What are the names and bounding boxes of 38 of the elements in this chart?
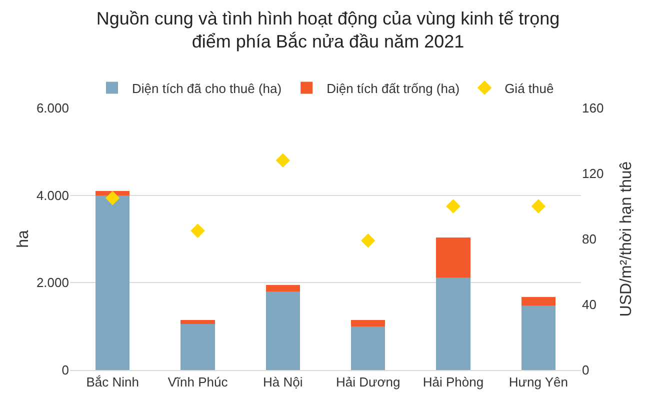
bar [436,277,470,370]
y-tick-label: 6.000 [36,100,69,116]
point [105,190,120,206]
bar [266,284,300,292]
y2-tick-label: 160 [582,100,604,116]
bar [96,195,130,370]
point [190,224,205,238]
point [531,199,546,214]
point [276,153,290,168]
x-tick-label: Vĩnh Phúc [168,374,228,390]
y-tick-label: 0 [62,362,69,378]
bar [521,297,556,306]
x-tick-label: Hà Nội [263,374,303,390]
y-tick-label: 2.000 [36,275,69,290]
legend-label: Diện tích đất trống (ha) [326,80,460,96]
bar [436,237,470,278]
y2-tick-label: 0 [582,362,590,378]
y-axis-title: ha [15,230,32,248]
y-tick-label: 4.000 [36,188,69,203]
x-tick-label: Hải Phòng [422,374,484,390]
legend-label: Diện tích đã cho thuê (ha) [132,80,282,96]
y2-tick-label: 120 [582,166,604,182]
bar [521,305,556,370]
bar [180,324,215,370]
point [446,199,460,214]
x-tick-label: Hải Dương [336,374,400,390]
x-tick-label: Bắc Ninh [86,374,139,390]
x-tick-label: Hưng Yên [508,374,568,390]
point [360,233,376,248]
y2-axis-title: USD/m²/thời hạn thuê [618,161,635,317]
bar [351,326,386,370]
legend-label: Giá thuê [504,80,554,96]
y2-tick-label: 80 [582,232,596,247]
bar [351,320,386,326]
chart-title: Nguồn cung và tình hình hoạt động của vùng kinh tế trọng điểm phía Bắc nửa đầu năm 2021 [96,8,560,52]
bar [266,291,300,370]
bar [180,320,215,324]
y2-tick-label: 40 [582,297,596,312]
